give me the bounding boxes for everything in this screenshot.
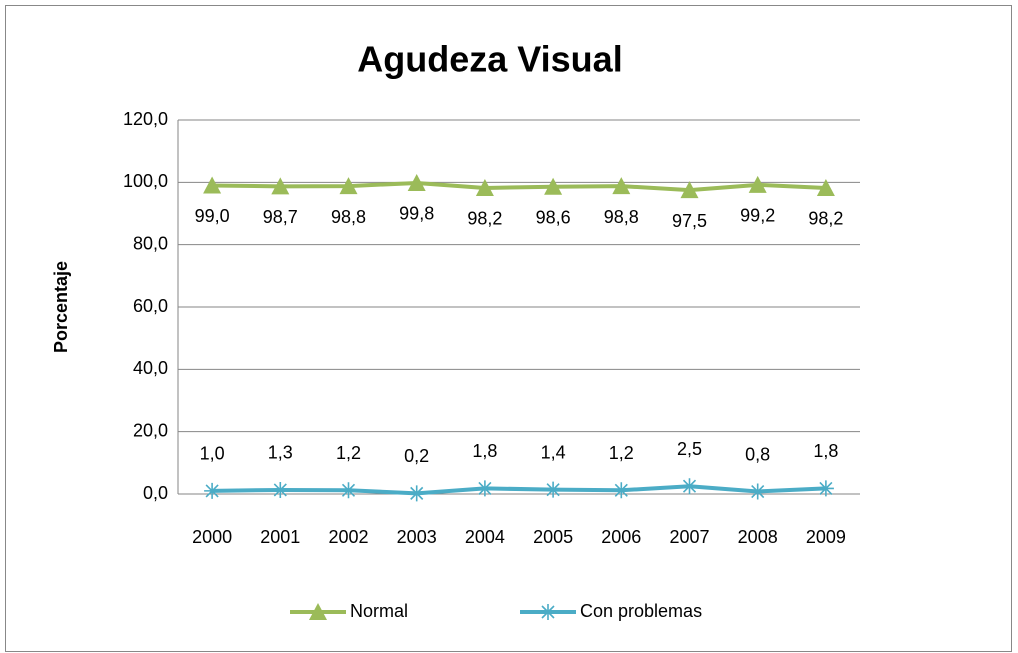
y-tick-label: 120,0 <box>123 109 168 129</box>
data-point <box>816 178 835 196</box>
y-tick-label: 60,0 <box>133 296 168 316</box>
legend-label: Normal <box>350 601 408 621</box>
y-tick-label: 100,0 <box>123 171 168 191</box>
data-point <box>408 485 425 502</box>
x-tick-label: 2009 <box>806 527 846 547</box>
x-tick-label: 2008 <box>738 527 778 547</box>
x-tick-label: 2001 <box>260 527 300 547</box>
y-tick-label: 20,0 <box>133 420 168 440</box>
data-point <box>272 481 289 498</box>
data-label: 99,2 <box>740 206 775 226</box>
y-tick-label: 80,0 <box>133 233 168 253</box>
data-point <box>271 177 290 195</box>
data-label: 1,2 <box>609 443 634 463</box>
legend-marker <box>540 604 556 620</box>
data-point <box>476 480 493 497</box>
data-label: 1,8 <box>472 441 497 461</box>
data-label: 0,2 <box>404 446 429 466</box>
legend-marker <box>309 603 327 620</box>
data-point <box>544 177 563 195</box>
chart-frame <box>5 5 1012 652</box>
y-tick-label: 0,0 <box>143 483 168 503</box>
data-label: 1,2 <box>336 443 361 463</box>
data-label: 98,2 <box>467 209 502 229</box>
data-label: 98,2 <box>808 209 843 229</box>
data-point <box>817 480 834 497</box>
data-label: 2,5 <box>677 439 702 459</box>
data-label: 98,8 <box>604 207 639 227</box>
data-label: 1,8 <box>813 441 838 461</box>
x-tick-label: 2005 <box>533 527 573 547</box>
x-tick-label: 2007 <box>669 527 709 547</box>
data-point <box>475 178 494 196</box>
data-point <box>339 177 358 195</box>
data-point <box>204 482 221 499</box>
data-point <box>407 173 426 191</box>
data-label: 1,4 <box>541 442 566 462</box>
data-label: 99,0 <box>195 206 230 226</box>
series-line <box>212 180 826 193</box>
data-label: 98,7 <box>263 207 298 227</box>
data-point <box>613 482 630 499</box>
data-point <box>748 175 767 193</box>
data-point <box>340 482 357 499</box>
chart-title: Agudeza Visual <box>357 39 622 80</box>
y-tick-label: 40,0 <box>133 358 168 378</box>
data-point <box>203 176 222 194</box>
x-tick-label: 2002 <box>328 527 368 547</box>
x-tick-label: 2004 <box>465 527 505 547</box>
data-label: 99,8 <box>399 204 434 224</box>
data-point <box>749 483 766 500</box>
x-tick-label: 2006 <box>601 527 641 547</box>
data-label: 1,3 <box>268 443 293 463</box>
data-point <box>681 478 698 495</box>
legend-label: Con problemas <box>580 601 702 621</box>
data-label: 97,5 <box>672 211 707 231</box>
data-label: 0,8 <box>745 444 770 464</box>
data-point <box>612 177 631 195</box>
data-label: 98,8 <box>331 207 366 227</box>
x-tick-label: 2000 <box>192 527 232 547</box>
series-line <box>212 484 826 496</box>
y-axis-label: Porcentaje <box>51 261 71 353</box>
data-label: 98,6 <box>536 207 571 227</box>
data-label: 1,0 <box>200 444 225 464</box>
data-point <box>545 481 562 498</box>
data-point <box>680 181 699 199</box>
x-tick-label: 2003 <box>397 527 437 547</box>
